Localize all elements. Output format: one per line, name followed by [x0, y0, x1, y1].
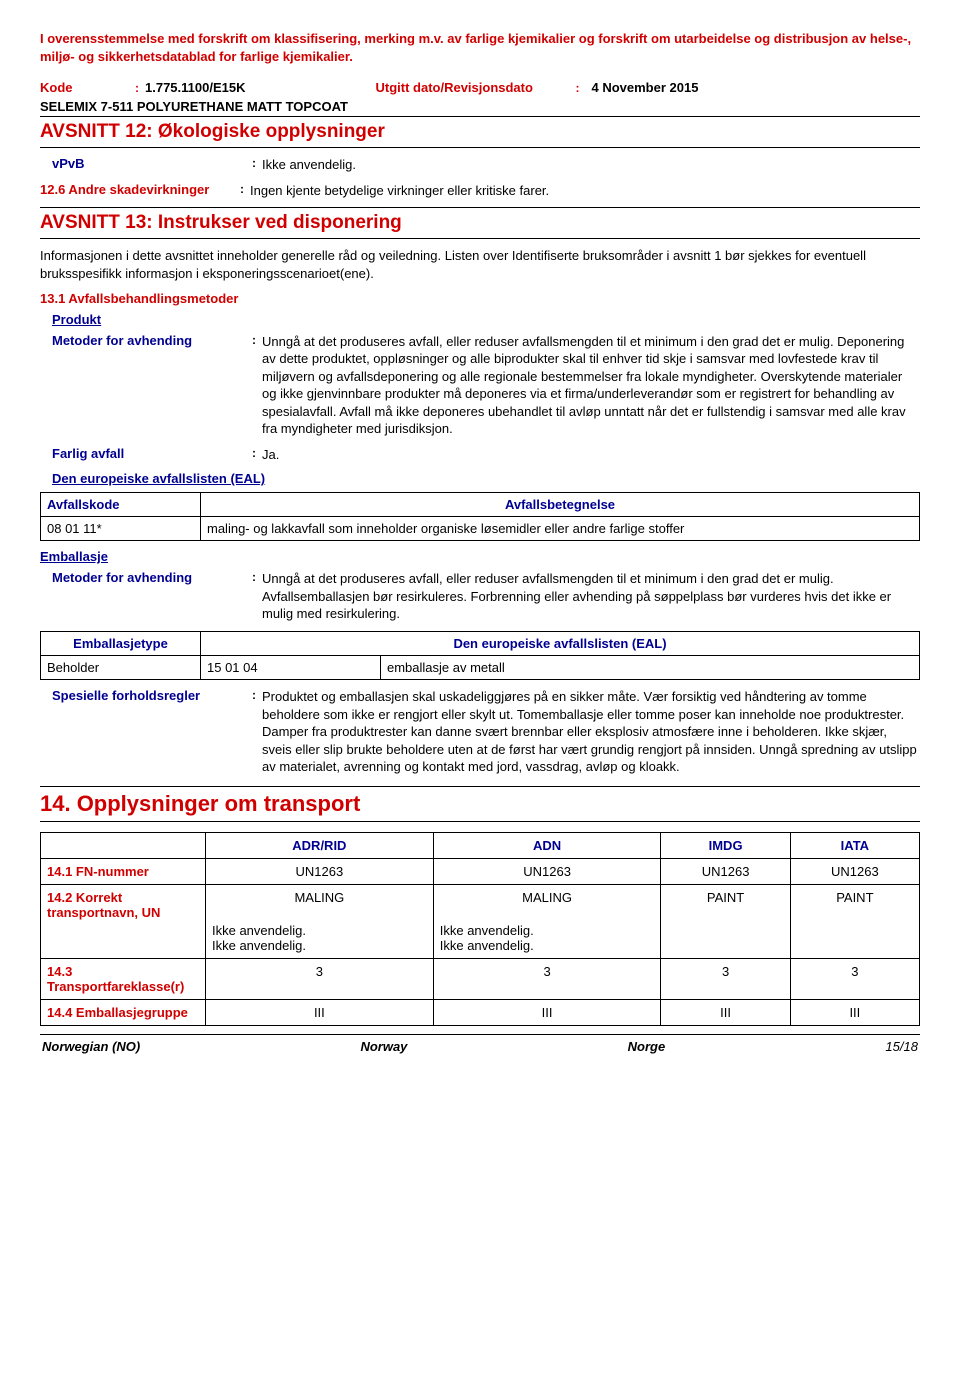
table-row: 08 01 11* maling- og lakkavfall som inne… [41, 517, 920, 541]
produkt-head: Produkt [40, 312, 920, 327]
metoder1-label: Metoder for avhending [52, 333, 252, 348]
spesielle-label: Spesielle forholdsregler [52, 688, 252, 703]
row-141-label: 14.1 FN-nummer [41, 858, 206, 884]
waste-code: 08 01 11* [41, 517, 201, 541]
table-row: Emballasjetype Den europeiske avfallslis… [41, 632, 920, 656]
andre-row: 12.6 Andre skadevirkninger : Ingen kjent… [40, 182, 920, 200]
cell: UN1263 [433, 858, 661, 884]
spesielle-value: Produktet og emballasjen skal uskadeligg… [262, 688, 920, 776]
table-row: Avfallskode Avfallsbetegnelse [41, 493, 920, 517]
intro-compliance-text: I overensstemmelse med forskrift om klas… [40, 30, 920, 66]
cell: III [790, 999, 919, 1025]
metoder1-value: Unngå at det produseres avfall, eller re… [262, 333, 920, 438]
farlig-row: Farlig avfall : Ja. [40, 446, 920, 464]
spesielle-colon: : [252, 688, 256, 702]
footer-left: Norwegian (NO) [42, 1039, 140, 1054]
vpvb-colon: : [252, 156, 256, 170]
metoder2-row: Metoder for avhending : Unngå at det pro… [40, 570, 920, 623]
cell: UN1263 [206, 858, 434, 884]
waste-head-code: Avfallskode [41, 493, 201, 517]
row-144-label: 14.4 Emballasjegruppe [41, 999, 206, 1025]
cell: 3 [661, 958, 790, 999]
metoder1-row: Metoder for avhending : Unngå at det pro… [40, 333, 920, 438]
cell: MALING Ikke anvendelig. Ikke anvendelig. [433, 884, 661, 958]
metoder1-colon: : [252, 333, 256, 347]
farlig-colon: : [252, 446, 256, 460]
eal-link: Den europeiske avfallslisten (EAL) [52, 471, 920, 486]
spesielle-row: Spesielle forholdsregler : Produktet og … [40, 688, 920, 776]
andre-colon: : [240, 182, 244, 196]
cell: MALING Ikke anvendelig. Ikke anvendelig. [206, 884, 434, 958]
utgitt-colon: : [575, 81, 579, 95]
cell: 3 [433, 958, 661, 999]
table-row: ADR/RID ADN IMDG IATA [41, 832, 920, 858]
cell: III [661, 999, 790, 1025]
row-142-label: 14.2 Korrekt transportnavn, UN [41, 884, 206, 958]
table-row: 14.2 Korrekt transportnavn, UN MALING Ik… [41, 884, 920, 958]
transport-header-adrrid: ADR/RID [206, 832, 434, 858]
section14-title: 14. Opplysninger om transport [40, 786, 920, 822]
footer-right: Norge [628, 1039, 666, 1054]
cell: 3 [206, 958, 434, 999]
kode-colon: : [135, 81, 139, 95]
andre-value: Ingen kjente betydelige virkninger eller… [250, 182, 920, 200]
waste-head-desc: Avfallsbetegnelse [201, 493, 920, 517]
utgitt-label: Utgitt dato/Revisjonsdato [375, 80, 575, 95]
cell: PAINT [661, 884, 790, 958]
cell: UN1263 [790, 858, 919, 884]
table-row: Beholder 15 01 04 emballasje av metall [41, 656, 920, 680]
transport-header-imdg: IMDG [661, 832, 790, 858]
waste-table: Avfallskode Avfallsbetegnelse 08 01 11* … [40, 492, 920, 541]
vpvb-label: vPvB [52, 156, 252, 171]
cell: 3 [790, 958, 919, 999]
table-row: 14.1 FN-nummer UN1263 UN1263 UN1263 UN12… [41, 858, 920, 884]
emb-code: 15 01 04 [201, 656, 381, 680]
transport-header-iata: IATA [790, 832, 919, 858]
metoder2-colon: : [252, 570, 256, 584]
emballasje-table: Emballasjetype Den europeiske avfallslis… [40, 631, 920, 680]
emb-desc: emballasje av metall [381, 656, 920, 680]
footer-center: Norway [360, 1039, 407, 1054]
farlig-label: Farlig avfall [52, 446, 252, 461]
cell: III [433, 999, 661, 1025]
table-row: 14.4 Emballasjegruppe III III III III [41, 999, 920, 1025]
transport-table: ADR/RID ADN IMDG IATA 14.1 FN-nummer UN1… [40, 832, 920, 1026]
row-143-label: 14.3 Transportfareklasse(r) [41, 958, 206, 999]
kode-value: 1.775.1100/E15K [145, 80, 245, 95]
code-row: Kode : 1.775.1100/E15K Utgitt dato/Revis… [40, 80, 920, 95]
page-footer: Norwegian (NO) Norway Norge 15/18 [40, 1034, 920, 1054]
emballasje-head: Emballasje [40, 549, 920, 564]
section12-title: AVSNITT 12: Økologiske opplysninger [40, 116, 920, 148]
emb-type: Beholder [41, 656, 201, 680]
cell: UN1263 [661, 858, 790, 884]
section13-info: Informasjonen i dette avsnittet innehold… [40, 247, 920, 282]
farlig-value: Ja. [262, 446, 920, 464]
emb-head-type: Emballasjetype [41, 632, 201, 656]
vpvb-value: Ikke anvendelig. [262, 156, 920, 174]
waste-desc: maling- og lakkavfall som inneholder org… [201, 517, 920, 541]
section13-title: AVSNITT 13: Instrukser ved disponering [40, 207, 920, 239]
emb-head-eal: Den europeiske avfallslisten (EAL) [201, 632, 920, 656]
footer-page: 15/18 [885, 1039, 918, 1054]
cell: III [206, 999, 434, 1025]
utgitt-value: 4 November 2015 [591, 80, 698, 95]
metoder2-value: Unngå at det produseres avfall, eller re… [262, 570, 920, 623]
vpvb-row: vPvB : Ikke anvendelig. [40, 156, 920, 174]
product-line: SELEMIX 7-511 POLYURETHANE MATT TOPCOAT [40, 99, 920, 114]
cell: PAINT [790, 884, 919, 958]
table-row: 14.3 Transportfareklasse(r) 3 3 3 3 [41, 958, 920, 999]
empty-header [41, 832, 206, 858]
andre-label: 12.6 Andre skadevirkninger [40, 182, 240, 197]
sub-131: 13.1 Avfallsbehandlingsmetoder [40, 291, 920, 306]
transport-header-adn: ADN [433, 832, 661, 858]
kode-label: Kode [40, 80, 135, 95]
metoder2-label: Metoder for avhending [52, 570, 252, 585]
